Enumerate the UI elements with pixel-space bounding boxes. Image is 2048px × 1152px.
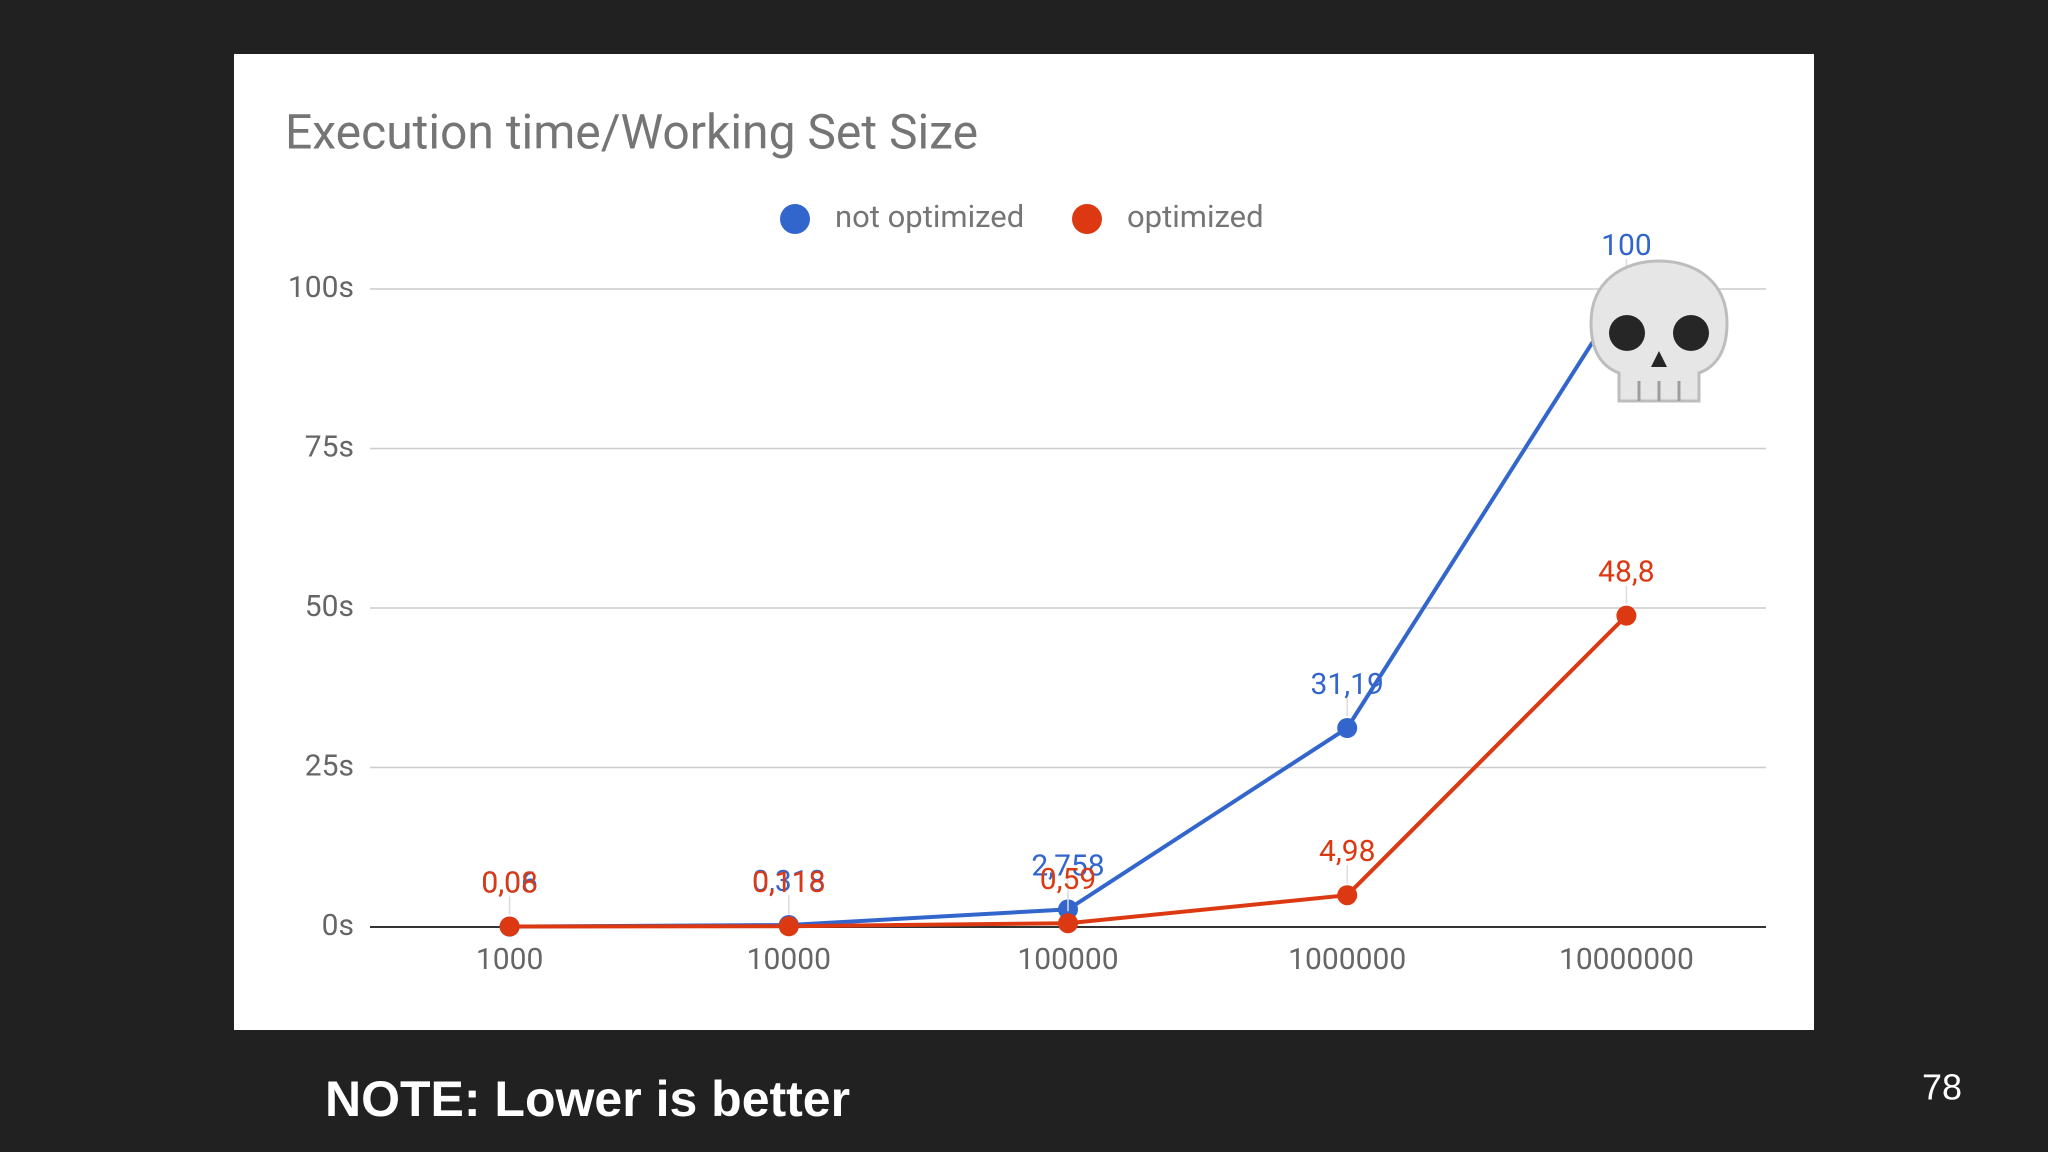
data-label: 0,318	[752, 864, 825, 899]
data-label: 2,758	[1031, 848, 1104, 883]
data-label: 0,118	[752, 865, 825, 900]
data-label: 31,19	[1311, 667, 1384, 702]
x-tick-label: 1000	[476, 942, 543, 977]
data-label: 48,8	[1598, 555, 1654, 590]
legend-swatch	[1072, 204, 1102, 234]
legend-label: optimized	[1127, 198, 1264, 235]
note: NOTE: Lower is better	[325, 1071, 850, 1127]
data-label: 100	[1601, 228, 1652, 263]
data-label: 0,08	[481, 865, 537, 900]
plot: 0s 25s 50s 75s 100s 1000 10000 100000 1000000 100…	[288, 198, 1766, 977]
data-point	[1337, 718, 1358, 739]
data-label: 0,06	[481, 866, 537, 901]
chart-panel	[234, 54, 1814, 1030]
page-number: 78	[1922, 1067, 1962, 1108]
data-point	[778, 916, 799, 937]
y-tick-label: 50s	[305, 589, 354, 624]
data-label: 0,59	[1040, 862, 1096, 897]
data-point	[499, 916, 520, 937]
legend-swatch	[780, 204, 810, 234]
y-tick-label: 25s	[305, 748, 354, 783]
x-tick-label: 100000	[1017, 942, 1118, 977]
data-point	[1337, 885, 1358, 906]
y-tick-label: 75s	[305, 429, 354, 464]
skull-icon	[1589, 259, 1729, 403]
chart-title: Execution time/Working Set Size	[285, 104, 978, 161]
legend-label: not optimized	[835, 198, 1024, 235]
x-tick-label: 10000000	[1559, 942, 1694, 977]
data-point	[1058, 913, 1078, 934]
x-tick-label: 1000000	[1288, 942, 1406, 977]
y-tick-label: 0s	[322, 908, 354, 943]
x-tick-label: 10000	[747, 942, 831, 977]
y-tick-label: 100s	[288, 270, 354, 305]
data-point	[1616, 605, 1637, 626]
data-label: 4,98	[1319, 834, 1375, 869]
